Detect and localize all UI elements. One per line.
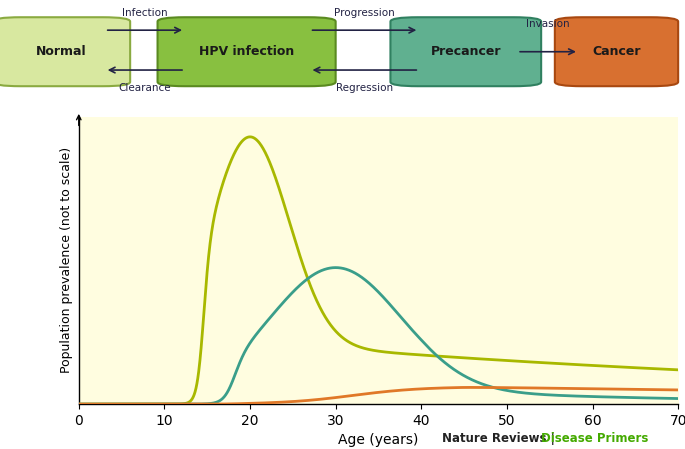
Text: Progression: Progression	[334, 8, 395, 18]
Text: Regression: Regression	[336, 84, 393, 93]
Y-axis label: Population prevalence (not to scale): Population prevalence (not to scale)	[60, 147, 73, 374]
Text: HPV infection: HPV infection	[199, 45, 295, 58]
Text: Normal: Normal	[36, 45, 87, 58]
FancyBboxPatch shape	[0, 17, 130, 86]
Text: Infection: Infection	[122, 8, 167, 18]
Text: Disease Primers: Disease Primers	[541, 431, 649, 445]
FancyBboxPatch shape	[158, 17, 336, 86]
Text: Nature Reviews |: Nature Reviews |	[442, 431, 555, 445]
Text: Cancer: Cancer	[593, 45, 640, 58]
FancyBboxPatch shape	[555, 17, 678, 86]
X-axis label: Age (years): Age (years)	[338, 433, 419, 447]
FancyBboxPatch shape	[390, 17, 541, 86]
Text: Precancer: Precancer	[431, 45, 501, 58]
Text: Invasion: Invasion	[526, 19, 570, 29]
Text: Clearance: Clearance	[119, 84, 171, 93]
